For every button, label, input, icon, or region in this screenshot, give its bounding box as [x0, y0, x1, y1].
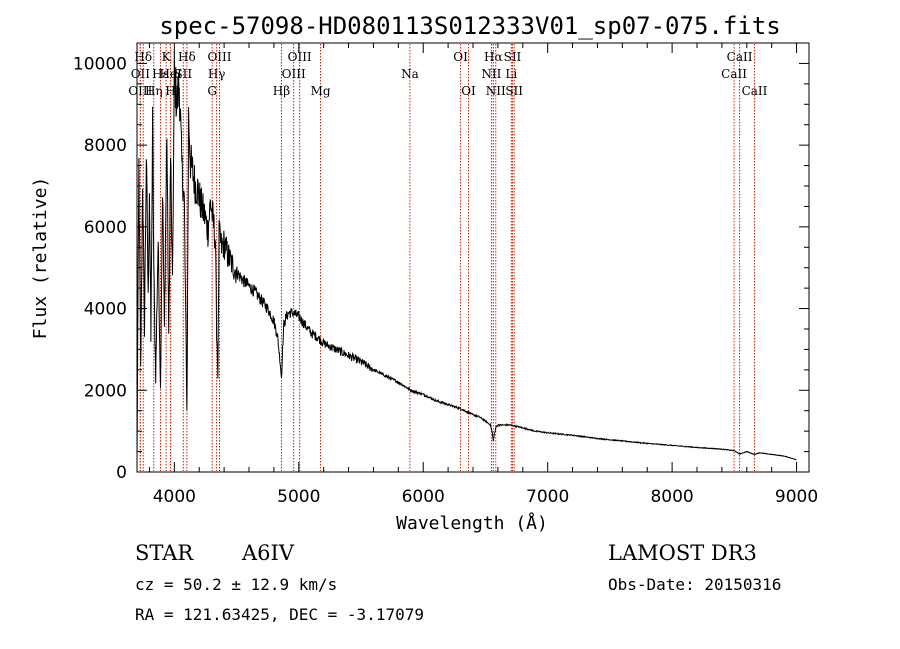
spectrum-line — [136, 51, 797, 461]
spectral-line-label: Hη — [145, 84, 163, 98]
spectral-line-label: CaII — [742, 84, 768, 98]
spectral-line-label: Hδ — [178, 50, 196, 64]
spectral-line-label: OII — [131, 67, 151, 81]
axis-ticks: 4000 5000 6000 7000 8000 9000 0 2000 4000 6000 800… — [73, 42, 818, 507]
spectral-line-label: HeI — [159, 67, 182, 81]
spectral-line-label: Hδ — [134, 50, 152, 64]
x-tick-label: 7000 — [526, 487, 569, 507]
plot-frame — [136, 42, 810, 473]
y-tick-label: 6000 — [84, 218, 127, 238]
x-tick-label: 9000 — [775, 487, 818, 507]
spectral-line-label: CaII — [727, 50, 753, 64]
x-tick-label: 4000 — [153, 487, 196, 507]
spectral-line-label: H — [165, 84, 175, 98]
spectral-line-label: NII — [481, 67, 501, 81]
survey-name: LAMOST DR3 — [608, 541, 757, 565]
x-axis-label: Wavelength (Å) — [396, 512, 548, 534]
x-tick-label: 6000 — [402, 487, 445, 507]
spectral-line-label: K — [162, 50, 172, 64]
redshift-text: cz = 50.2 ± 12.9 km/s — [135, 575, 338, 594]
spectral-line-label: OIII — [128, 84, 152, 98]
spectral-line-label: OI — [461, 84, 476, 98]
spectral-line-label: Li — [505, 67, 517, 81]
spectral-line-label: SII — [504, 50, 522, 64]
chart-title: spec-57098-HD080113S012333V01_sp07-075.f… — [159, 12, 780, 40]
y-tick-label: 8000 — [84, 136, 127, 156]
x-tick-label: 5000 — [277, 487, 320, 507]
object-class: STAR — [135, 541, 194, 565]
spectral-line-label: Hα — [484, 50, 503, 64]
spectral-line-label: Hβ — [273, 84, 290, 98]
spectral-line-label: OIII — [288, 50, 312, 64]
spectral-line-label: SII — [505, 84, 523, 98]
y-axis-label: Flux (relative) — [30, 177, 51, 340]
y-tick-label: 0 — [116, 463, 127, 483]
spectral-line-label: CaII — [721, 67, 747, 81]
x-tick-label: 8000 — [650, 487, 693, 507]
y-tick-label: 4000 — [84, 300, 127, 320]
spectral-line-label: OI — [453, 50, 468, 64]
spectral-line-label: Na — [401, 67, 419, 81]
spectral-line-label: Hε — [152, 67, 169, 81]
spectral-line-label: SII — [174, 67, 192, 81]
spectral-line-label: Mg — [311, 84, 331, 98]
y-tick-label: 2000 — [84, 381, 127, 401]
spectral-line-label: OIII — [282, 67, 306, 81]
spectral-line-label: G — [207, 84, 217, 98]
y-tick-label: 10000 — [73, 54, 127, 74]
object-subclass: A6IV — [242, 541, 294, 565]
coordinates-text: RA = 121.63425, DEC = -3.17079 — [135, 605, 424, 624]
obs-date: Obs-Date: 20150316 — [608, 575, 782, 594]
spectral-line-label: NII — [486, 84, 506, 98]
spectral-line-label: OIII — [207, 50, 231, 64]
spectral-line-label: Hγ — [208, 67, 226, 81]
